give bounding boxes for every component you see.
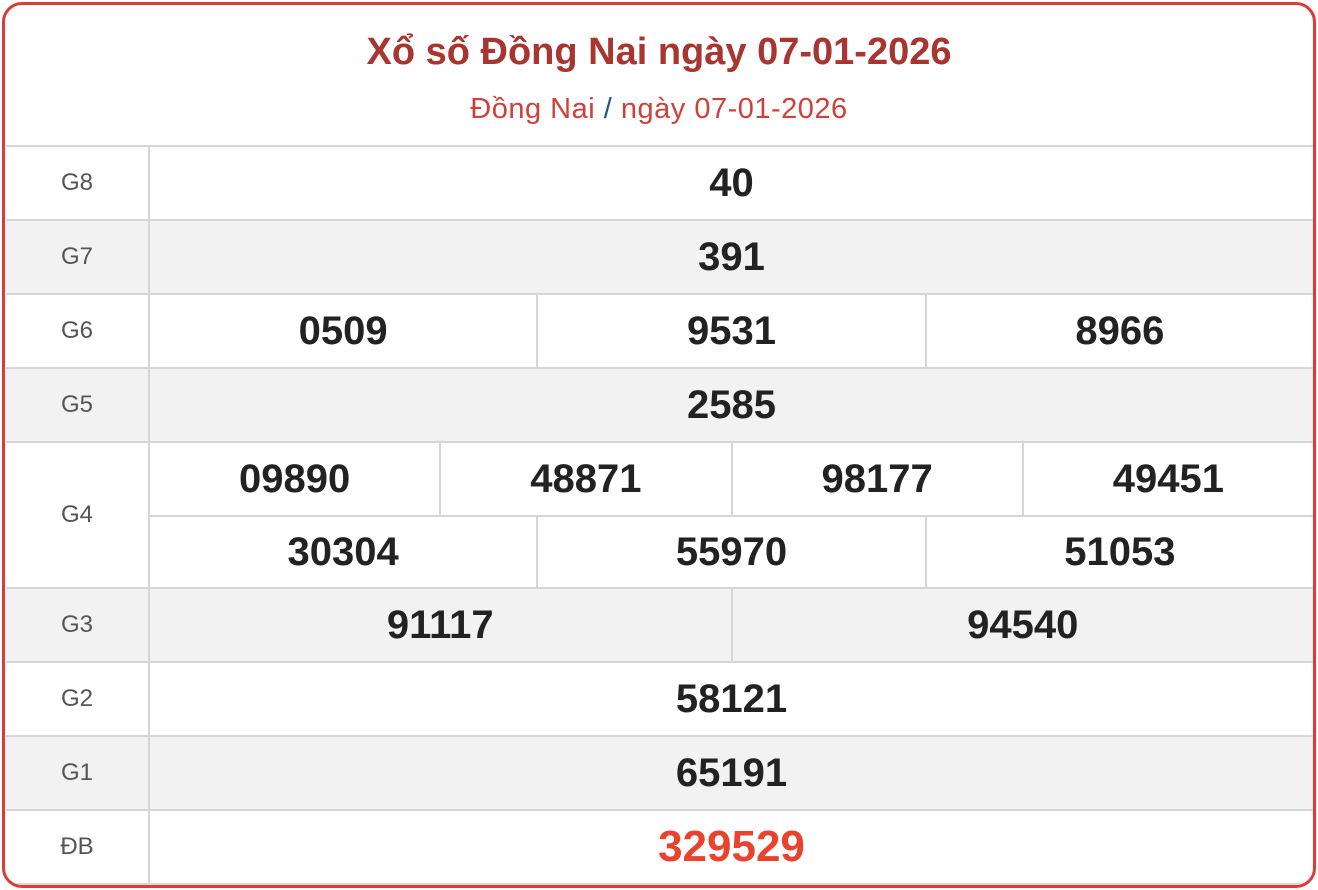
prize-number: 8966 — [924, 295, 1313, 367]
breadcrumb: Đồng Nai / ngày 07-01-2026 — [5, 93, 1313, 126]
prize-number: 51053 — [924, 517, 1313, 587]
breadcrumb-separator: / — [603, 93, 613, 125]
special-prize-number: 329529 — [658, 822, 805, 871]
prize-row: G2 58121 — [6, 663, 1313, 737]
prize-row: G8 40 — [6, 147, 1313, 221]
prize-number: 30304 — [287, 529, 399, 574]
prize-number: 0509 — [298, 308, 388, 353]
prize-label: G8 — [6, 147, 150, 219]
results-table: G8 40 G7 391 G6 0509 9531 8966 G5 2585 G4 09890 4887… — [6, 145, 1313, 885]
breadcrumb-province[interactable]: Đồng Nai — [470, 93, 596, 125]
prize-row: ĐB 329529 — [6, 811, 1313, 885]
prize-number: 49451 — [1021, 443, 1313, 515]
prize-row: G6 0509 9531 8966 — [6, 295, 1313, 369]
prize-number: 91117 — [386, 602, 494, 647]
prize-row: G4 09890 48871 98177 49451 30304 55970 51053 — [6, 443, 1313, 589]
prize-number: 58121 — [675, 676, 788, 721]
prize-number: 48871 — [439, 443, 730, 515]
prize-label: G3 — [6, 589, 150, 661]
prize-number: 94540 — [730, 589, 1314, 661]
prize-label: G1 — [6, 737, 150, 809]
prize-row: G7 391 — [6, 221, 1313, 295]
prize-label: G4 — [6, 443, 150, 587]
page-title: Xổ số Đồng Nai ngày 07-01-2026 — [366, 31, 952, 73]
prize-label: G2 — [6, 663, 150, 735]
prize-number: 9531 — [536, 295, 924, 367]
prize-row: G5 2585 — [6, 369, 1313, 443]
prize-label: ĐB — [6, 811, 150, 883]
prize-label: G5 — [6, 369, 150, 441]
prize-number: 40 — [709, 160, 754, 205]
prize-row: G3 91117 94540 — [6, 589, 1313, 663]
prize-label: G6 — [6, 295, 150, 367]
prize-label: G7 — [6, 221, 150, 293]
prize-number: 98177 — [730, 443, 1022, 515]
prize-row: G1 65191 — [6, 737, 1313, 811]
prize-number: 391 — [698, 234, 765, 279]
breadcrumb-date[interactable]: ngày 07-01-2026 — [620, 93, 848, 125]
prize-number: 09890 — [239, 456, 351, 501]
prize-number: 55970 — [536, 517, 924, 587]
prize-number: 65191 — [675, 750, 788, 795]
prize-number: 2585 — [687, 382, 776, 427]
